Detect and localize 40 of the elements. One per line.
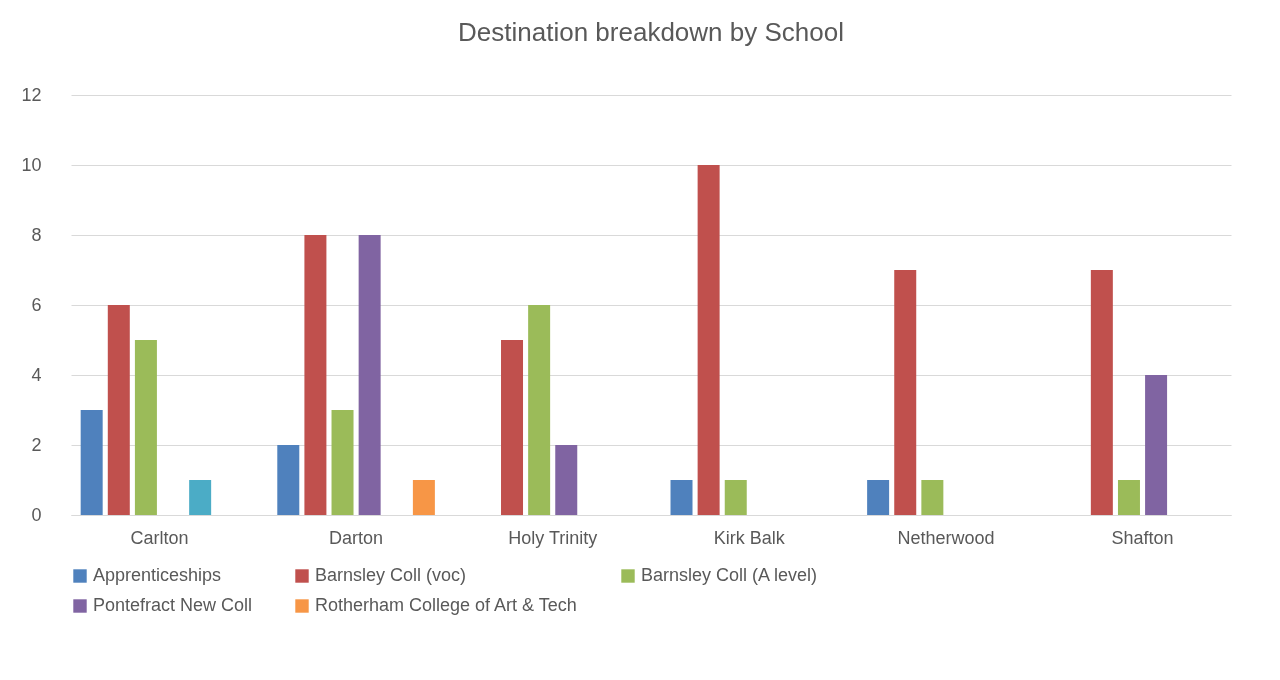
y-tick-label: 0 [31, 504, 42, 525]
y-tick-label: 6 [31, 294, 42, 315]
x-tick-label: Kirk Balk [713, 527, 786, 548]
bar [555, 445, 578, 515]
y-tick-label: 2 [31, 434, 42, 455]
bar [1090, 270, 1113, 515]
y-tick-label: 8 [31, 224, 42, 245]
bar [501, 340, 524, 515]
bar [189, 480, 212, 515]
bar [304, 235, 327, 515]
legend-label: Pontefract New Coll [93, 595, 253, 615]
bar [277, 445, 300, 515]
legend-label: Barnsley Coll (A level) [641, 565, 818, 585]
chart-title: Destination breakdown by School [458, 17, 844, 47]
bar [697, 165, 720, 515]
legend-label: Apprenticeships [93, 565, 222, 585]
bar [528, 305, 551, 515]
x-tick-label: Holy Trinity [508, 527, 598, 548]
x-tick-label: Netherwood [897, 527, 995, 548]
y-tick-label: 4 [31, 364, 42, 385]
bar [724, 480, 747, 515]
bar [1145, 375, 1168, 515]
legend-label: Barnsley Coll (voc) [315, 565, 467, 585]
bar [921, 480, 944, 515]
y-tick-label: 10 [21, 154, 42, 175]
x-tick-label: Darton [329, 527, 384, 548]
bar [412, 480, 435, 515]
bar [670, 480, 693, 515]
bar [331, 410, 354, 515]
y-tick-label: 12 [21, 84, 42, 105]
bar [134, 340, 157, 515]
bar [358, 235, 381, 515]
bar [867, 480, 890, 515]
bar [894, 270, 917, 515]
x-tick-label: Carlton [130, 527, 189, 548]
bar [1117, 480, 1140, 515]
x-tick-label: Shafton [1111, 527, 1174, 548]
bar [107, 305, 130, 515]
bar [80, 410, 103, 515]
legend-label: Rotherham College of Art & Tech [315, 595, 577, 615]
